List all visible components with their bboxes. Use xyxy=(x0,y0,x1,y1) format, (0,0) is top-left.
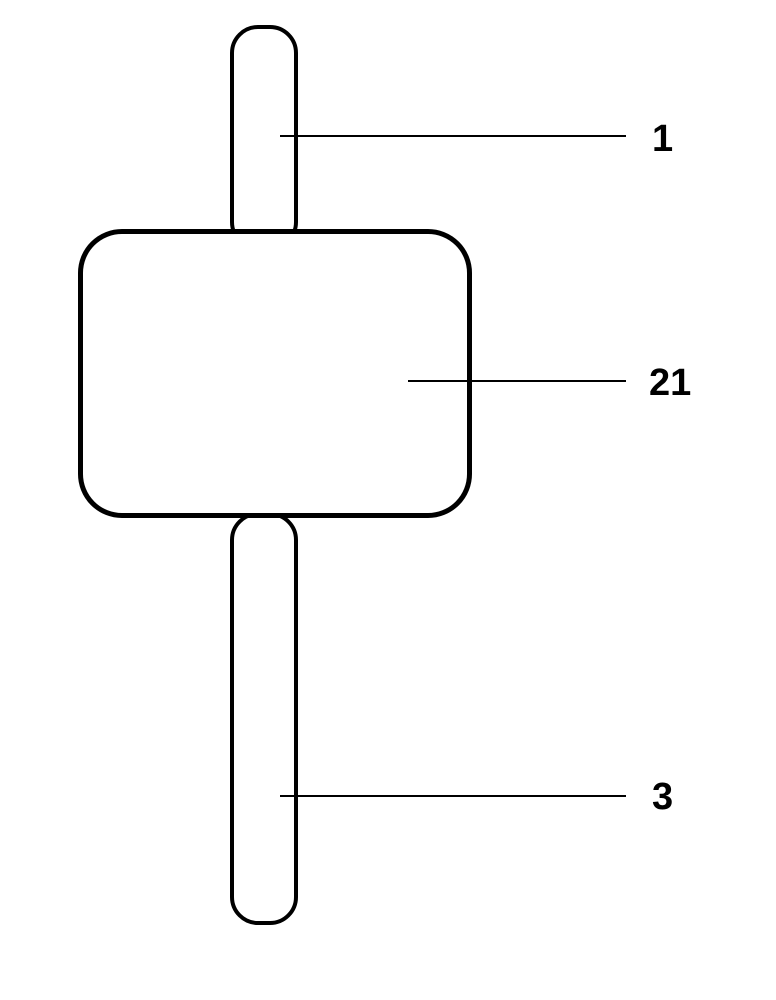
leader-line-1 xyxy=(280,135,626,137)
center-block-shape xyxy=(78,229,472,518)
label-21: 21 xyxy=(649,362,691,405)
leader-line-3 xyxy=(280,795,626,797)
top-rod-shape xyxy=(230,25,298,250)
label-3: 3 xyxy=(652,776,673,819)
diagram-container: 1 21 3 xyxy=(0,0,776,1000)
label-1: 1 xyxy=(652,118,673,161)
bottom-rod-shape xyxy=(230,512,298,925)
leader-line-21 xyxy=(408,380,626,382)
